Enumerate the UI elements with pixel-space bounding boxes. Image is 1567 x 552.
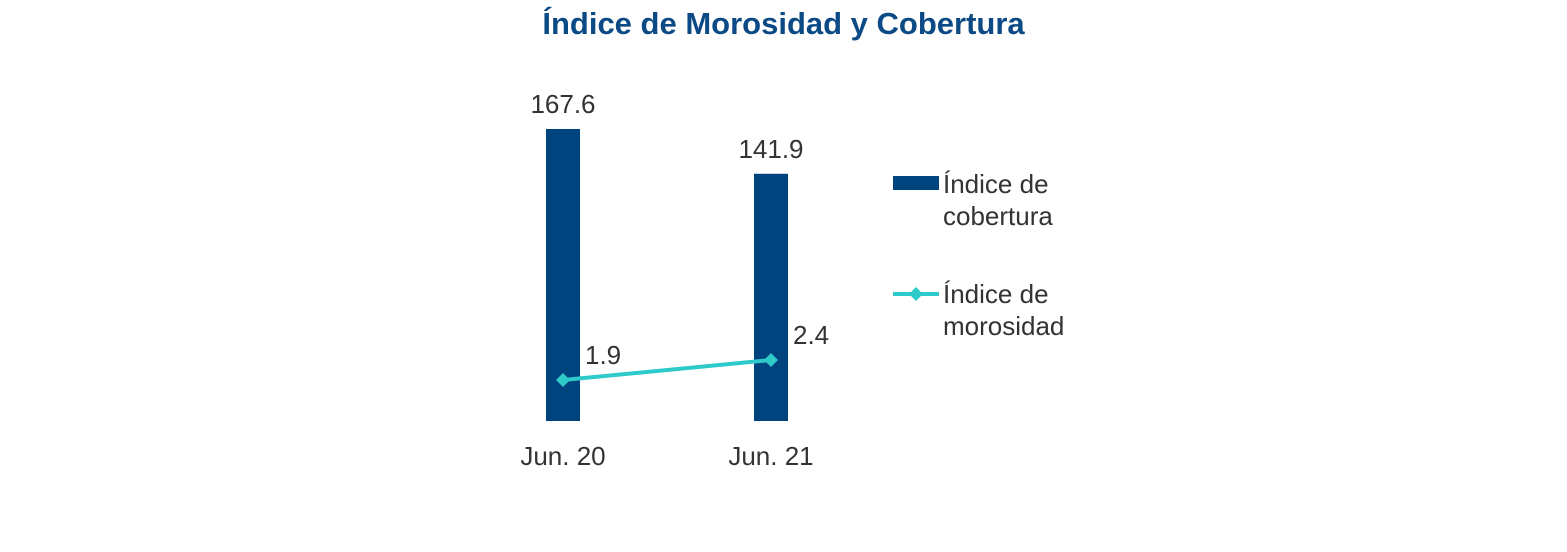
legend-swatch-cobertura: [893, 176, 939, 190]
bar-value-label: 141.9: [738, 134, 803, 164]
x-tick-label: Jun. 20: [520, 441, 605, 471]
bar-jun-20: [546, 129, 580, 421]
legend-label-morosidad-line-1: Índice de: [943, 279, 1049, 309]
bar-jun-21: [754, 173, 788, 421]
legend-label-morosidad: Índice de morosidad: [943, 278, 1064, 342]
legend-label-morosidad-line-2: morosidad: [943, 311, 1065, 341]
morosidad-point: [556, 373, 570, 387]
line-value-label: 2.4: [793, 320, 829, 350]
legend-label-cobertura: Índice de cobertura: [943, 168, 1053, 232]
line-value-label: 1.9: [585, 340, 621, 370]
morosidad-point: [764, 353, 778, 367]
legend-marker-morosidad: [909, 287, 923, 301]
chart-title: Índice de Morosidad y Cobertura: [542, 6, 1025, 41]
legend-label-cobertura-line-2: cobertura: [943, 201, 1053, 231]
legend-label-cobertura-line-1: Índice de: [943, 169, 1049, 199]
x-tick-label: Jun. 21: [728, 441, 813, 471]
bar-value-label: 167.6: [530, 89, 595, 119]
morosidad-line: [562, 358, 772, 382]
